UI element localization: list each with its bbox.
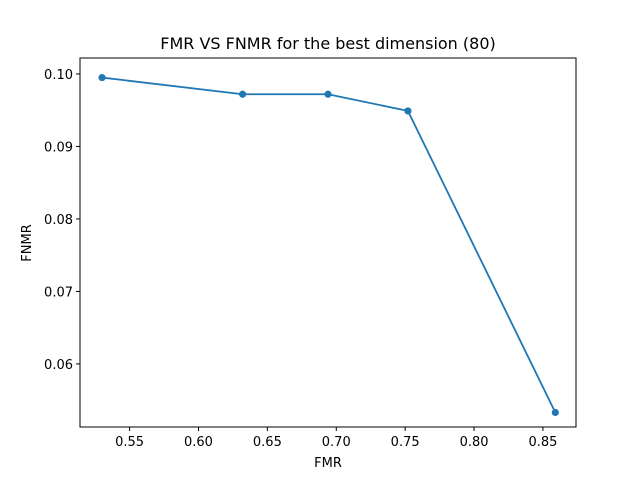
- x-tick-label: 0.85: [528, 435, 557, 450]
- y-tick-label: 0.07: [44, 285, 73, 300]
- x-tick-label: 0.75: [391, 435, 420, 450]
- x-axis-label: FMR: [314, 456, 342, 471]
- x-tick-label: 0.55: [115, 435, 144, 450]
- data-point: [404, 107, 412, 115]
- data-point: [324, 90, 332, 98]
- y-tick-label: 0.09: [44, 140, 73, 155]
- x-tick-label: 0.60: [184, 435, 213, 450]
- data-point: [238, 90, 247, 98]
- y-tick-label: 0.10: [44, 68, 73, 83]
- x-tick-label: 0.70: [322, 435, 351, 450]
- data-point: [551, 408, 559, 417]
- chart-title: FMR VS FNMR for the best dimension (80): [160, 34, 496, 53]
- plot-background: [80, 58, 576, 427]
- x-tick-label: 0.65: [253, 435, 282, 450]
- axis-ticks: 0.55 0.60 0.65 0.70 0.75 0.80 0.85 0.06 0.07 0.08…: [44, 68, 557, 450]
- y-tick-label: 0.06: [44, 358, 73, 373]
- series-layer: [98, 73, 559, 417]
- y-tick-label: 0.08: [44, 213, 73, 228]
- plot-frame: [79, 57, 577, 428]
- x-tick-label: 0.80: [460, 435, 489, 450]
- y-axis-label: FNMR: [20, 224, 35, 261]
- data-point: [98, 73, 106, 82]
